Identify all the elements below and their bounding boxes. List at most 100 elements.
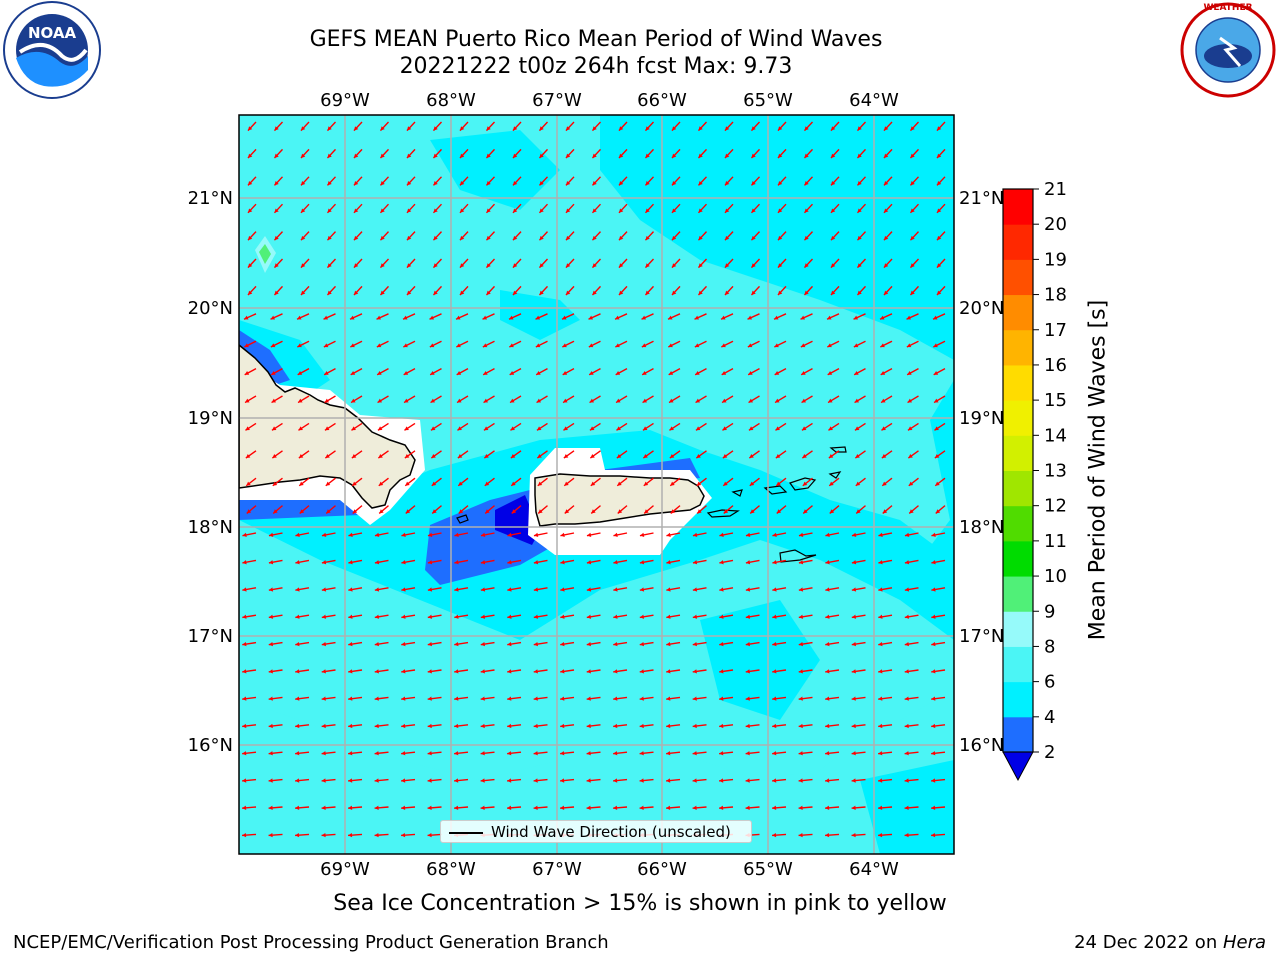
wind-arrow-head xyxy=(537,453,542,459)
wind-arrow-head xyxy=(935,481,940,486)
wind-arrow-head xyxy=(830,181,836,186)
wind-arrow-head xyxy=(482,315,487,320)
wind-arrow-head xyxy=(936,208,942,213)
wind-arrow-head xyxy=(802,453,807,459)
wind-arrow-head xyxy=(751,181,756,186)
wind-arrow-head xyxy=(533,751,538,756)
wind-arrow-head xyxy=(431,453,436,459)
wind-arrow-head xyxy=(613,805,618,810)
wind-arrow-head xyxy=(825,751,830,756)
lat-label-left: 21°N xyxy=(188,188,233,209)
colorbar-tick-label: 12 xyxy=(1044,496,1067,517)
wind-arrow-head xyxy=(321,669,326,674)
wind-arrow-head xyxy=(617,481,622,486)
wind-arrow-head xyxy=(539,126,544,131)
wind-arrow-head xyxy=(454,560,459,565)
colorbar-tick-label: 10 xyxy=(1044,566,1067,587)
wind-arrow-head xyxy=(242,778,247,783)
wind-arrow-head xyxy=(934,398,939,403)
wind-arrow-head xyxy=(560,641,565,647)
wind-arrow-head xyxy=(459,153,465,159)
wind-arrow-head xyxy=(774,343,779,348)
wind-arrow-head xyxy=(777,181,783,186)
wind-arrow-head xyxy=(327,126,332,131)
wind-arrow-head xyxy=(616,453,622,459)
wind-arrow-head xyxy=(615,315,620,320)
wind-arrow-head xyxy=(669,398,674,403)
lat-label-left: 18°N xyxy=(188,517,233,538)
wind-arrow-head xyxy=(300,181,306,186)
wind-arrow-head xyxy=(804,263,809,268)
wind-arrow-head xyxy=(565,181,571,186)
wind-arrow-head xyxy=(457,453,463,459)
wind-arrow-head xyxy=(745,560,751,565)
wind-arrow-head xyxy=(353,263,359,268)
wind-arrow-head xyxy=(722,453,728,459)
wind-arrow-head xyxy=(433,235,438,241)
wind-arrow-head xyxy=(586,560,592,565)
wind-arrow-head xyxy=(694,343,700,348)
wind-arrow-head xyxy=(613,641,618,647)
wind-arrow-head xyxy=(804,126,809,131)
wind-arrow-head xyxy=(613,723,618,729)
wind-arrow-head xyxy=(908,453,913,459)
wind-arrow-head xyxy=(427,723,432,729)
wind-arrow-head xyxy=(427,669,432,674)
wind-arrow-head xyxy=(745,669,750,674)
wind-arrow-head xyxy=(639,641,644,647)
wind-arrow-head xyxy=(934,453,940,459)
wind-arrow-head xyxy=(274,181,279,186)
wind-arrow-head xyxy=(645,208,650,213)
lon-label-bottom: 67°W xyxy=(532,859,582,880)
wind-arrow-head xyxy=(639,560,645,565)
wind-arrow-head xyxy=(666,669,671,674)
wind-arrow-head xyxy=(904,560,910,565)
wind-arrow-head xyxy=(321,696,326,701)
wind-arrow-head xyxy=(321,560,327,565)
wind-arrow-head xyxy=(798,587,804,592)
wind-arrow-head xyxy=(933,370,939,375)
wind-arrow-head xyxy=(772,696,777,701)
wind-arrow-head xyxy=(374,641,379,647)
wind-arrow-head xyxy=(692,641,697,647)
wind-arrow-head xyxy=(374,614,380,619)
wind-arrow-head xyxy=(482,343,488,348)
wind-arrow-head xyxy=(242,751,247,756)
wind-arrow-head xyxy=(851,751,856,756)
wind-arrow-head xyxy=(300,263,306,268)
wind-arrow-head xyxy=(321,641,326,647)
wind-arrow-head xyxy=(433,126,438,131)
wind-arrow-head xyxy=(804,290,809,296)
wind-arrow-head xyxy=(910,181,915,186)
wind-arrow-head xyxy=(480,751,485,756)
wind-arrow-head xyxy=(536,370,541,375)
wind-arrow-head xyxy=(512,263,518,268)
wind-arrow-head xyxy=(592,290,597,296)
wind-arrow-head xyxy=(639,751,644,756)
wind-arrow-head xyxy=(533,532,539,538)
footer-date: 24 Dec 2022 on Hera xyxy=(1074,932,1266,954)
colorbar-segment xyxy=(1003,681,1033,718)
wind-arrow-head xyxy=(300,290,306,296)
wind-arrow-head xyxy=(295,751,300,756)
wind-arrow-head xyxy=(507,778,512,783)
wind-arrow-head xyxy=(698,235,703,241)
wind-arrow-head xyxy=(772,723,777,729)
wind-arrow-head xyxy=(910,153,915,159)
wind-arrow-head xyxy=(671,290,677,296)
wind-arrow-head xyxy=(323,315,328,320)
wind-arrow-head xyxy=(878,778,883,783)
wind-arrow-head xyxy=(377,426,383,431)
wind-arrow-head xyxy=(348,751,353,756)
wind-arrow-head xyxy=(618,235,624,241)
wind-arrow-head xyxy=(827,370,833,375)
wind-arrow-head xyxy=(592,208,597,213)
wind-arrow-head xyxy=(454,587,459,592)
wind-arrow-head xyxy=(509,343,514,348)
wind-arrow-head xyxy=(351,453,357,459)
wind-arrow-head xyxy=(854,398,860,403)
wind-arrow-head xyxy=(697,509,702,514)
wind-arrow-head xyxy=(772,832,777,838)
wind-arrow-head xyxy=(268,751,273,756)
wind-arrow-head xyxy=(692,696,697,701)
